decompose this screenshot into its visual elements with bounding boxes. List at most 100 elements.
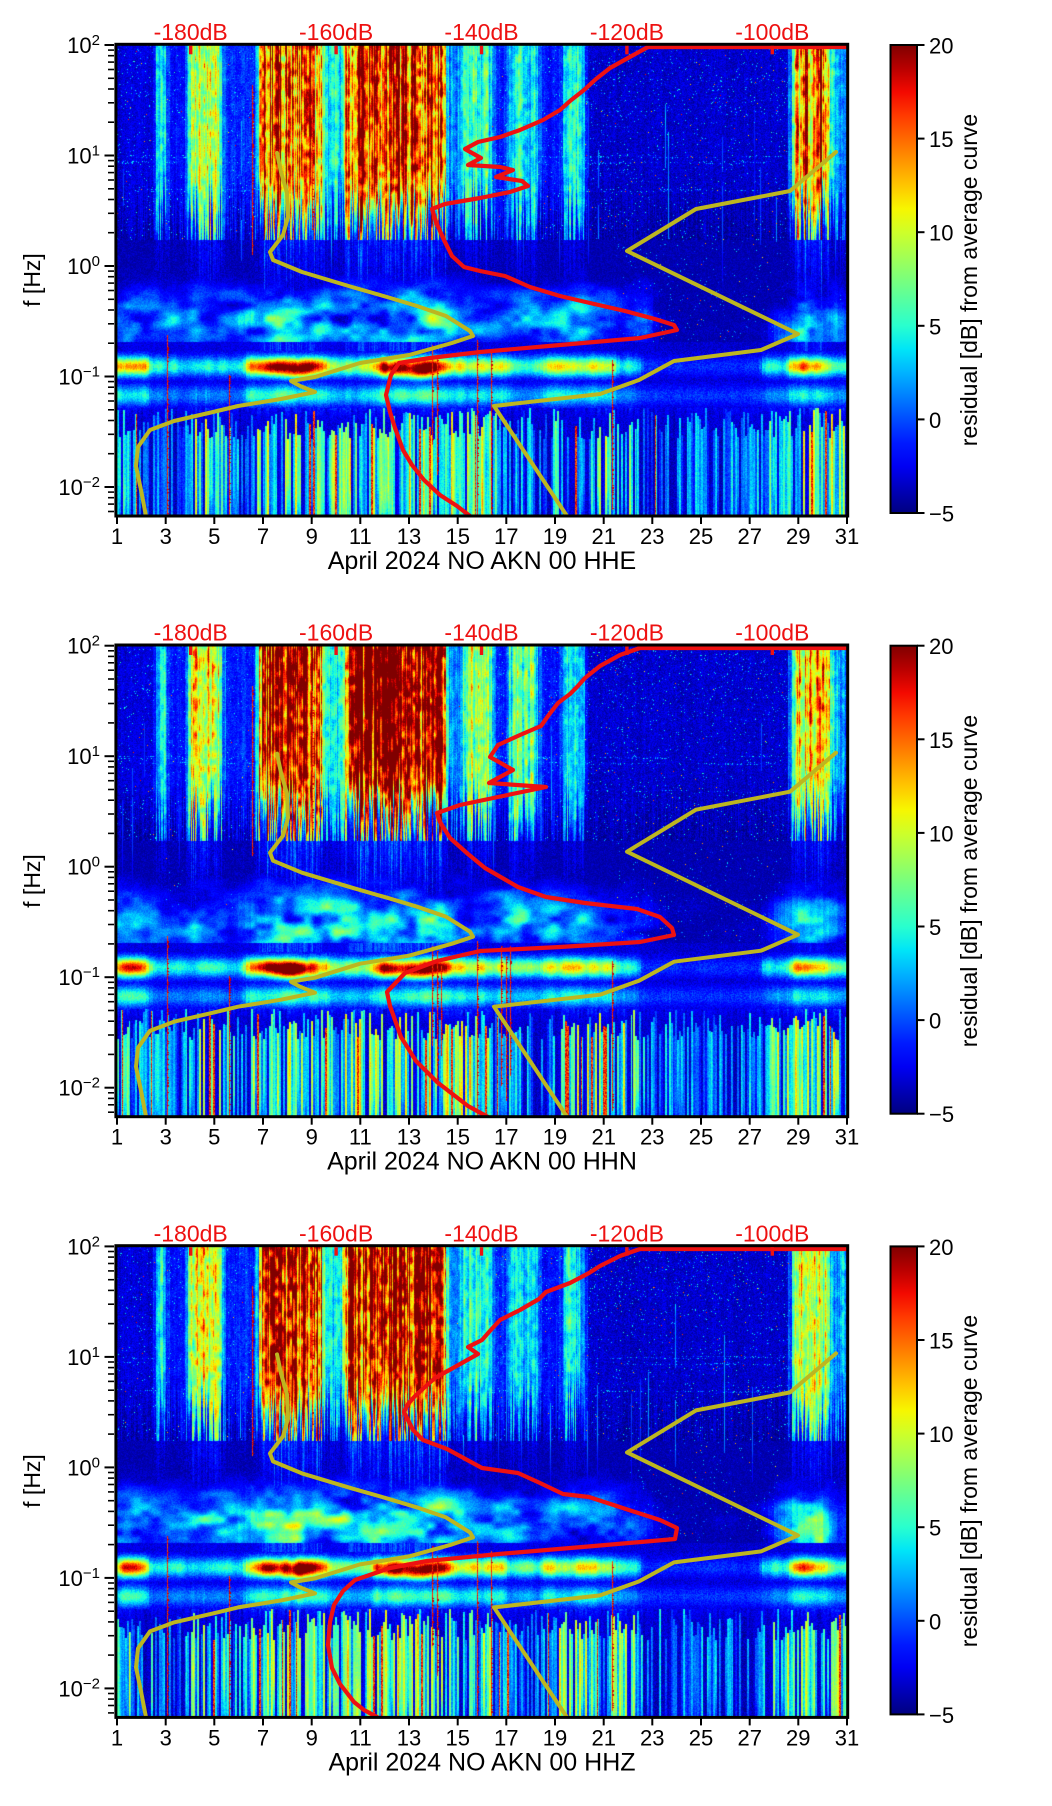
svg-text:13: 13 <box>397 524 421 549</box>
svg-text:11: 11 <box>349 524 372 549</box>
svg-text:29: 29 <box>786 1725 810 1750</box>
svg-text:-140dB: -140dB <box>444 620 518 646</box>
svg-text:9: 9 <box>306 1125 318 1150</box>
svg-text:29: 29 <box>786 524 810 549</box>
svg-text:10−1: 10−1 <box>58 1565 100 1591</box>
svg-text:0: 0 <box>929 408 941 433</box>
svg-text:10−2: 10−2 <box>58 1075 100 1101</box>
svg-text:19: 19 <box>543 1125 567 1150</box>
svg-text:April 2024 NO AKN 00 HHE: April 2024 NO AKN 00 HHE <box>328 547 636 575</box>
svg-text:27: 27 <box>737 524 761 549</box>
svg-text:19: 19 <box>543 1725 567 1750</box>
svg-text:f [Hz]: f [Hz] <box>19 1454 45 1508</box>
svg-text:-120dB: -120dB <box>590 620 664 646</box>
svg-text:1: 1 <box>111 1725 123 1750</box>
svg-text:3: 3 <box>160 1125 172 1150</box>
svg-text:23: 23 <box>640 1125 664 1150</box>
svg-text:-100dB: -100dB <box>735 1220 809 1246</box>
svg-text:15: 15 <box>929 1329 953 1354</box>
svg-text:0: 0 <box>929 1009 941 1034</box>
svg-text:f [Hz]: f [Hz] <box>19 854 45 908</box>
svg-text:102: 102 <box>67 633 100 659</box>
svg-text:-100dB: -100dB <box>735 620 809 646</box>
svg-text:April 2024 NO AKN 00 HHN: April 2024 NO AKN 00 HHN <box>327 1148 637 1176</box>
svg-text:31: 31 <box>835 1125 859 1150</box>
svg-text:21: 21 <box>591 1725 615 1750</box>
svg-text:3: 3 <box>160 1725 172 1750</box>
svg-text:27: 27 <box>737 1125 761 1150</box>
svg-text:29: 29 <box>786 1125 810 1150</box>
svg-text:27: 27 <box>737 1725 761 1750</box>
svg-text:−5: −5 <box>929 1703 954 1728</box>
svg-text:101: 101 <box>67 743 100 769</box>
svg-text:31: 31 <box>835 1725 859 1750</box>
svg-text:102: 102 <box>67 1233 100 1259</box>
svg-text:-180dB: -180dB <box>154 19 228 45</box>
svg-text:10: 10 <box>929 221 953 246</box>
svg-text:10: 10 <box>929 821 953 846</box>
svg-text:19: 19 <box>543 524 567 549</box>
svg-text:13: 13 <box>397 1725 421 1750</box>
svg-text:17: 17 <box>494 524 518 549</box>
svg-text:20: 20 <box>929 634 953 659</box>
svg-text:residual [dB] from average cur: residual [dB] from average curve <box>956 715 982 1047</box>
svg-text:15: 15 <box>929 127 953 152</box>
svg-text:100: 100 <box>67 1454 100 1480</box>
svg-text:100: 100 <box>67 253 100 279</box>
svg-text:101: 101 <box>67 143 100 169</box>
svg-text:residual [dB] from average cur: residual [dB] from average curve <box>956 1315 982 1647</box>
svg-text:5: 5 <box>208 1125 220 1150</box>
svg-text:10−1: 10−1 <box>58 964 100 990</box>
svg-text:−5: −5 <box>929 1102 954 1127</box>
svg-text:−5: −5 <box>929 502 954 527</box>
svg-text:15: 15 <box>445 1125 469 1150</box>
svg-text:-180dB: -180dB <box>154 620 228 646</box>
svg-text:f [Hz]: f [Hz] <box>19 253 45 307</box>
svg-text:5: 5 <box>208 524 220 549</box>
svg-text:100: 100 <box>67 854 100 880</box>
svg-text:1: 1 <box>111 1125 123 1150</box>
svg-text:-140dB: -140dB <box>444 1220 518 1246</box>
svg-text:20: 20 <box>929 34 953 59</box>
svg-text:9: 9 <box>306 1725 318 1750</box>
svg-text:101: 101 <box>67 1344 100 1370</box>
svg-text:23: 23 <box>640 1725 664 1750</box>
svg-text:7: 7 <box>257 1125 269 1150</box>
svg-text:25: 25 <box>689 524 713 549</box>
svg-text:3: 3 <box>160 524 172 549</box>
svg-text:10−2: 10−2 <box>58 1675 100 1701</box>
svg-text:15: 15 <box>445 1725 469 1750</box>
svg-text:15: 15 <box>445 524 469 549</box>
svg-text:-120dB: -120dB <box>590 19 664 45</box>
svg-text:5: 5 <box>929 1516 941 1541</box>
svg-text:9: 9 <box>306 524 318 549</box>
svg-text:-180dB: -180dB <box>154 1220 228 1246</box>
svg-text:0: 0 <box>929 1609 941 1634</box>
svg-text:10−1: 10−1 <box>58 364 100 390</box>
svg-text:17: 17 <box>494 1125 518 1150</box>
svg-text:-100dB: -100dB <box>735 19 809 45</box>
svg-text:11: 11 <box>349 1725 372 1750</box>
svg-text:10: 10 <box>929 1422 953 1447</box>
svg-text:102: 102 <box>67 32 100 58</box>
svg-text:7: 7 <box>257 1725 269 1750</box>
svg-text:1: 1 <box>111 524 123 549</box>
svg-text:-160dB: -160dB <box>299 19 373 45</box>
svg-text:11: 11 <box>349 1125 372 1150</box>
svg-text:-160dB: -160dB <box>299 1220 373 1246</box>
svg-text:7: 7 <box>257 524 269 549</box>
svg-text:5: 5 <box>208 1725 220 1750</box>
svg-text:25: 25 <box>689 1725 713 1750</box>
svg-text:residual [dB] from average cur: residual [dB] from average curve <box>956 114 982 446</box>
svg-text:21: 21 <box>591 524 615 549</box>
svg-text:20: 20 <box>929 1235 953 1260</box>
svg-text:25: 25 <box>689 1125 713 1150</box>
svg-text:-160dB: -160dB <box>299 620 373 646</box>
svg-text:31: 31 <box>835 524 859 549</box>
svg-text:-140dB: -140dB <box>444 19 518 45</box>
svg-text:5: 5 <box>929 915 941 940</box>
svg-text:13: 13 <box>397 1125 421 1150</box>
svg-text:15: 15 <box>929 728 953 753</box>
svg-text:17: 17 <box>494 1725 518 1750</box>
svg-text:April 2024 NO AKN 00 HHZ: April 2024 NO AKN 00 HHZ <box>328 1748 635 1776</box>
